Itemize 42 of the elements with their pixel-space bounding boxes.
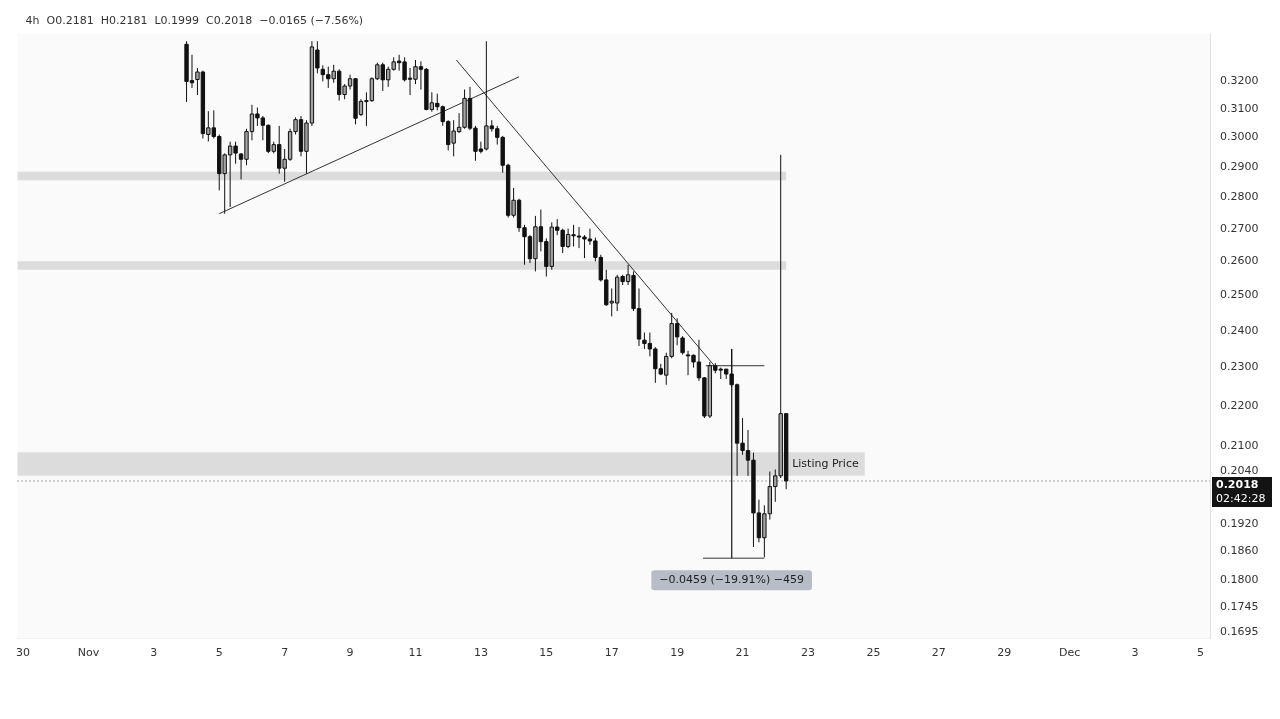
x-tick-label: Dec <box>1058 646 1081 660</box>
x-tick-label: 30 <box>16 646 30 660</box>
y-tick-label: 0.2700 <box>1220 221 1259 235</box>
text: 02:42:28 <box>1216 491 1266 505</box>
y-tick-label: 0.2500 <box>1220 288 1259 302</box>
y-tick-label: 0.1800 <box>1220 572 1259 586</box>
x-tick-label: 23 <box>800 646 815 660</box>
x-tick-label: 5 <box>1196 646 1204 660</box>
x-tick-label: 25 <box>866 646 881 660</box>
x-tick-label: 11 <box>408 646 423 660</box>
y-tick-label: 0.2040 <box>1220 464 1259 478</box>
y-tick-label: 0.2400 <box>1220 323 1259 337</box>
y-tick-label: 0.3000 <box>1220 130 1259 144</box>
y-tick-label: 0.1860 <box>1220 544 1259 558</box>
x-tick-label: Nov <box>77 646 100 660</box>
y-tick-label: 0.2200 <box>1220 399 1259 412</box>
chart-title: 4h O0.2181 H0.2181 L0.1999 C0.2018 −0.0165 (−7.56%) <box>25 13 364 27</box>
x-tick-label: 27 <box>931 646 946 660</box>
y-tick-label: 0.2100 <box>1220 439 1259 453</box>
y-tick-label: 0.1695 <box>1220 624 1259 638</box>
x-tick-label: 3 <box>150 646 158 660</box>
x-tick-label: 9 <box>346 646 354 660</box>
ref-line-label: 0.2018 <box>1216 477 1259 491</box>
y-tick-label: 0.1745 <box>1220 599 1259 613</box>
x-tick-label: 29 <box>997 646 1012 660</box>
y-tick-label: 0.3100 <box>1220 101 1259 115</box>
annotation: −0.0459 (−19.91%) −459 <box>659 573 804 587</box>
x-tick-label: 7 <box>281 646 289 660</box>
x-tick-label: 17 <box>604 646 619 660</box>
x-tick-label: 21 <box>735 646 750 660</box>
y-tick-label: 0.3200 <box>1220 74 1259 88</box>
x-tick-label: 5 <box>215 646 223 660</box>
y-tick-label: 0.2600 <box>1220 254 1259 268</box>
y-tick-label: 0.1920 <box>1220 516 1259 530</box>
y-tick-label: 0.2300 <box>1220 360 1259 374</box>
x-tick-label: 13 <box>473 646 488 660</box>
x-tick-label: 3 <box>1131 646 1139 660</box>
x-tick-label: 19 <box>670 646 685 660</box>
x-tick-label: 15 <box>539 646 554 660</box>
y-tick-label: 0.2800 <box>1220 190 1259 203</box>
y-tick-label: 0.2900 <box>1220 159 1259 173</box>
band-label: Listing Price <box>792 456 859 470</box>
